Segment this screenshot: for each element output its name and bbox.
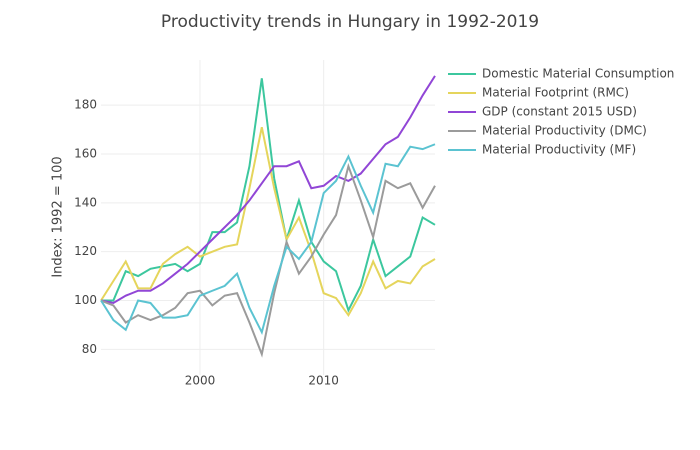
line	[100, 75, 436, 305]
legend-label: GDP (constant 2015 USD)	[482, 105, 637, 119]
legend-label: Domestic Material Consumption	[482, 67, 674, 81]
y-axis-label: Index: 1992 = 100	[51, 156, 66, 277]
line	[100, 143, 436, 336]
y-tick-label: 140	[74, 195, 97, 209]
legend-item: Material Productivity (MF)	[448, 143, 636, 157]
x-tick-label: 2000	[185, 374, 216, 388]
legend-item: Material Footprint (RMC)	[448, 86, 629, 100]
chart-title: Productivity trends in Hungary in 1992-2…	[161, 12, 539, 32]
legend-label: Material Footprint (RMC)	[482, 86, 629, 100]
legend-item: GDP (constant 2015 USD)	[448, 105, 637, 119]
y-tick-label: 160	[74, 147, 97, 161]
legend-item: Domestic Material Consumption	[448, 67, 674, 81]
legend-label: Material Productivity (DMC)	[482, 124, 647, 138]
line	[101, 78, 436, 313]
legend-label: Material Productivity (MF)	[482, 143, 636, 157]
y-tick-label: 120	[74, 244, 97, 258]
line	[100, 126, 436, 318]
legend-item: Material Productivity (DMC)	[448, 124, 647, 138]
y-tick-label: 80	[82, 342, 97, 356]
y-tick-label: 180	[74, 98, 97, 112]
x-tick-label: 2010	[308, 374, 339, 388]
line	[100, 162, 436, 358]
y-tick-label: 100	[74, 293, 97, 307]
